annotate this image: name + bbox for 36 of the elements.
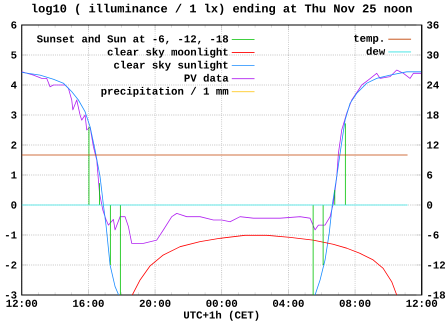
y-tick-label: 0 bbox=[11, 201, 16, 209]
legend-label: temp. bbox=[354, 34, 383, 44]
y-tick-label: -2 bbox=[6, 261, 16, 269]
y-tick-label: 4 bbox=[11, 81, 17, 89]
y-tick-label: 6 bbox=[11, 21, 16, 29]
y2-tick-label: 30 bbox=[426, 51, 439, 59]
y-tick-label: 3 bbox=[11, 111, 16, 119]
y-tick-label: -3 bbox=[6, 291, 16, 299]
y2-tick-label: 6 bbox=[427, 171, 432, 179]
x-tick-label: 08:00 bbox=[340, 300, 370, 307]
x-tick-label: 20:00 bbox=[140, 300, 170, 307]
y2-tick-label: 36 bbox=[426, 21, 439, 29]
y2-tick-label: 18 bbox=[427, 111, 439, 119]
y-tick-label: -1 bbox=[6, 231, 17, 239]
legend-label: dew bbox=[366, 47, 386, 55]
y2-tick-label: 12 bbox=[427, 141, 439, 149]
y2-tick-label: 24 bbox=[427, 81, 439, 89]
y-tick-label: 2 bbox=[11, 141, 16, 149]
y2-tick-label: -12 bbox=[428, 261, 446, 269]
x-axis-title: UTC+1h (CET) bbox=[184, 310, 258, 321]
legend-label: clear sky sunlight bbox=[114, 60, 228, 71]
legend-label: precipitation / 1 mm bbox=[101, 86, 228, 97]
legend-label: clear sky moonlight bbox=[108, 48, 228, 58]
x-tick-label: 12:00 bbox=[406, 300, 438, 307]
y-tick-label: 5 bbox=[11, 51, 16, 59]
legend-label: Sunset and Sun at -6, -12, -18 bbox=[36, 34, 228, 44]
y2-tick-label: -18 bbox=[428, 291, 446, 299]
y-tick-label: 1 bbox=[11, 171, 17, 179]
x-tick-label: 12:00 bbox=[6, 300, 38, 307]
y2-tick-label: 0 bbox=[427, 201, 432, 209]
x-tick-label: 16:00 bbox=[73, 300, 104, 307]
x-tick-label: 04:00 bbox=[273, 300, 304, 307]
chart-title: log10 ( illuminance / 1 lx) ending at Thu Nov 25 noon bbox=[32, 4, 412, 15]
legend-label: PV data bbox=[184, 74, 228, 82]
x-tick-label: 00:00 bbox=[206, 300, 238, 307]
y2-tick-label: -6 bbox=[428, 231, 439, 239]
